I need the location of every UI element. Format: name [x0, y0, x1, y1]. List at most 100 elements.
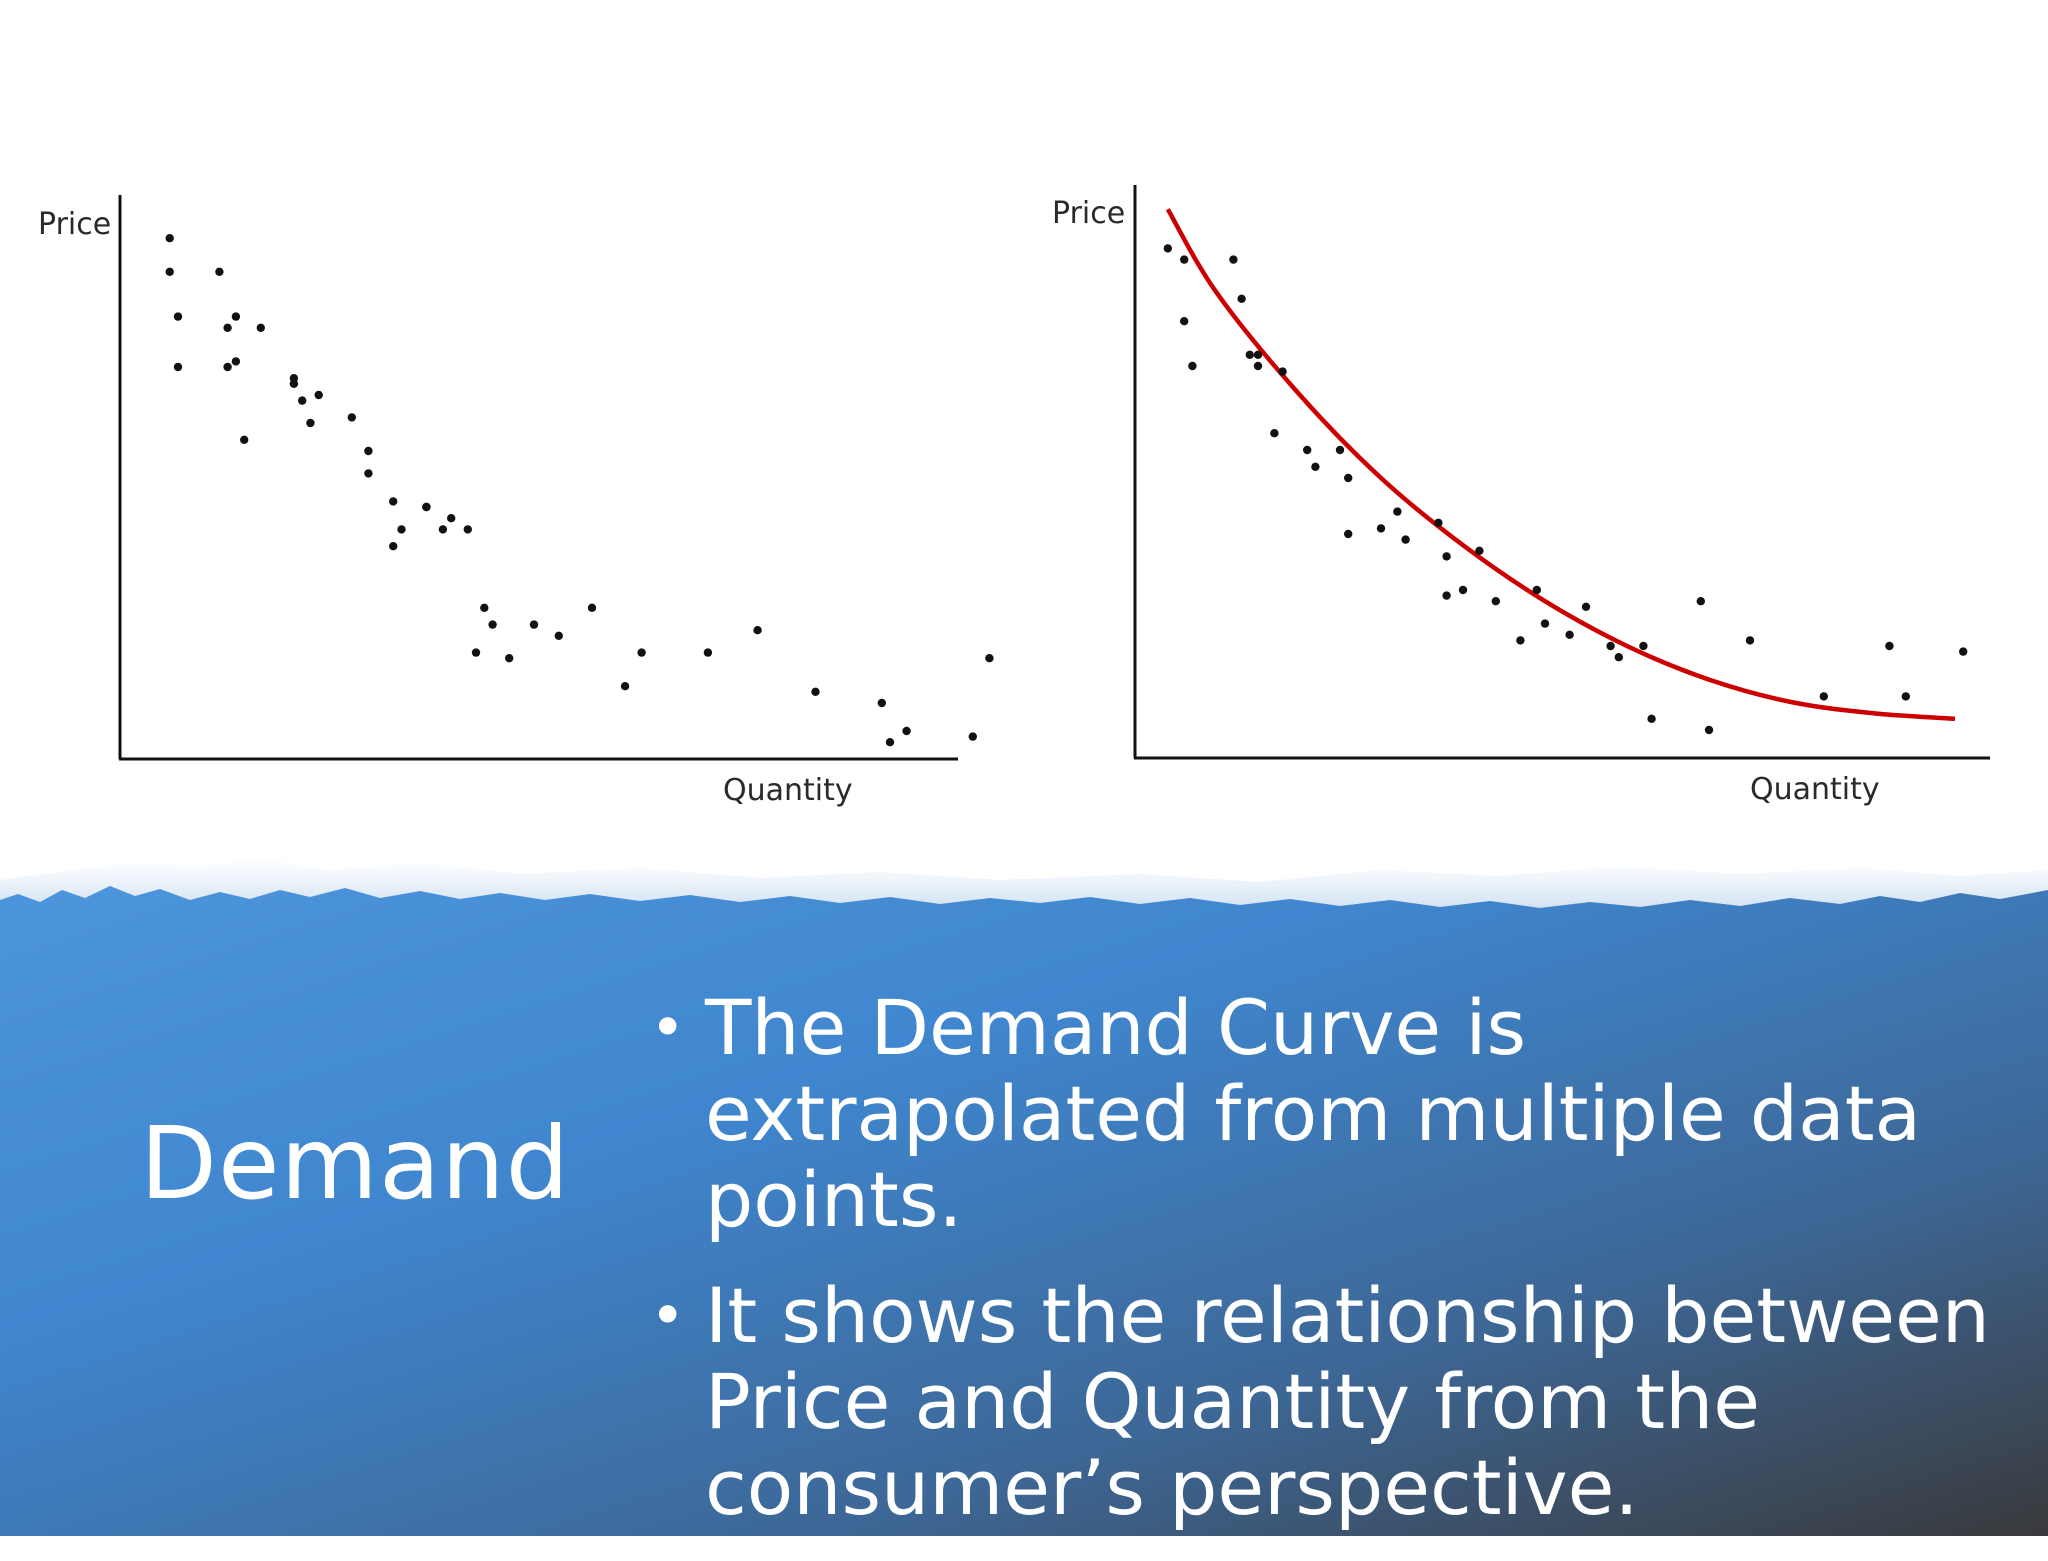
data-point — [1532, 585, 1542, 595]
data-point — [223, 323, 232, 332]
data-point — [173, 362, 183, 372]
data-point — [885, 738, 895, 747]
data-point — [1180, 255, 1189, 264]
data-point — [1885, 641, 1894, 651]
data-point — [1311, 462, 1320, 471]
data-point — [1434, 518, 1443, 527]
data-point — [811, 687, 820, 696]
bullet-text: The Demand Curve is extrapolated from mu… — [705, 983, 1922, 1244]
data-point — [471, 648, 481, 657]
data-point — [231, 357, 241, 366]
data-point — [1303, 445, 1312, 455]
x-axis-label-right: Quantity — [1750, 772, 1880, 807]
data-point — [1516, 636, 1525, 645]
data-point — [637, 648, 646, 657]
data-point — [1270, 429, 1279, 438]
bullet-list: • The Demand Curve is extrapolated from … — [650, 985, 2020, 1561]
data-point — [1581, 602, 1591, 611]
points-group-right — [1163, 244, 1968, 735]
data-point — [1475, 546, 1484, 555]
data-point — [1344, 529, 1353, 539]
data-point — [289, 379, 299, 388]
data-point — [1745, 636, 1755, 645]
data-point — [1614, 653, 1624, 662]
data-point — [1237, 294, 1246, 303]
scatter-chart-left: Price Quantity — [38, 195, 994, 808]
data-point — [1180, 317, 1189, 326]
scatter-chart-right: Price Quantity — [1052, 185, 1990, 807]
data-point — [1229, 255, 1238, 264]
data-point — [1253, 350, 1263, 359]
data-point — [985, 654, 994, 663]
data-point — [1163, 244, 1173, 253]
data-point — [298, 396, 307, 405]
data-point — [165, 267, 174, 276]
data-point — [389, 497, 398, 506]
data-point — [240, 435, 249, 444]
data-point — [364, 446, 373, 456]
data-point — [1188, 361, 1197, 371]
data-point — [488, 620, 497, 629]
data-point — [1442, 552, 1451, 561]
data-point — [620, 682, 630, 691]
data-point — [1376, 524, 1386, 533]
data-point — [223, 362, 232, 372]
data-point — [587, 603, 597, 612]
data-point — [1696, 597, 1706, 606]
data-point — [463, 525, 472, 534]
data-point — [397, 525, 406, 534]
data-point — [389, 542, 398, 551]
data-point — [1639, 641, 1648, 651]
data-point — [347, 413, 356, 422]
demand-curve-line — [1165, 208, 1956, 722]
y-axis-label-right: Price — [1052, 196, 1125, 231]
data-point — [422, 502, 431, 512]
data-point — [480, 603, 489, 612]
data-point — [438, 525, 448, 534]
data-point — [256, 323, 265, 332]
points-group-left — [165, 234, 994, 747]
bullet-item: • It shows the relationship between Pric… — [650, 1273, 2020, 1531]
data-point — [529, 620, 539, 629]
data-point — [703, 648, 713, 657]
bullet-item: • The Demand Curve is extrapolated from … — [650, 985, 2020, 1243]
x-axis-label-left: Quantity — [723, 773, 853, 808]
data-point — [1458, 585, 1468, 595]
data-point — [968, 732, 977, 741]
data-point — [505, 654, 514, 663]
data-point — [1335, 445, 1345, 455]
data-point — [215, 267, 224, 276]
data-point — [1647, 714, 1656, 723]
data-point — [1442, 591, 1451, 600]
slide-title: Demand — [140, 1105, 571, 1222]
data-point — [753, 626, 762, 635]
bullet-dot-icon: • — [650, 993, 686, 1063]
data-point — [1401, 535, 1410, 544]
data-point — [165, 234, 174, 243]
banner-body — [0, 886, 2048, 1536]
data-point — [877, 698, 886, 708]
data-point — [554, 631, 563, 640]
data-point — [1278, 367, 1287, 376]
data-point — [1704, 725, 1714, 735]
y-axis-label-left: Price — [38, 207, 111, 242]
data-point — [364, 469, 373, 478]
data-point — [306, 418, 315, 428]
bullet-text: It shows the relationship between Price … — [705, 1271, 1990, 1532]
data-point — [314, 390, 323, 400]
data-point — [1606, 641, 1615, 651]
data-point — [1540, 619, 1550, 628]
data-point — [1253, 361, 1263, 371]
data-point — [1565, 630, 1574, 639]
data-point — [1344, 473, 1353, 483]
data-point — [1393, 507, 1402, 516]
data-point — [1491, 597, 1501, 606]
data-point — [902, 726, 911, 736]
data-point — [173, 312, 183, 321]
data-point — [231, 312, 241, 321]
data-point — [1901, 692, 1911, 701]
data-point — [1959, 647, 1968, 656]
charts-area: Price Quantity Price Quantity — [38, 185, 1990, 808]
data-point — [447, 514, 456, 523]
